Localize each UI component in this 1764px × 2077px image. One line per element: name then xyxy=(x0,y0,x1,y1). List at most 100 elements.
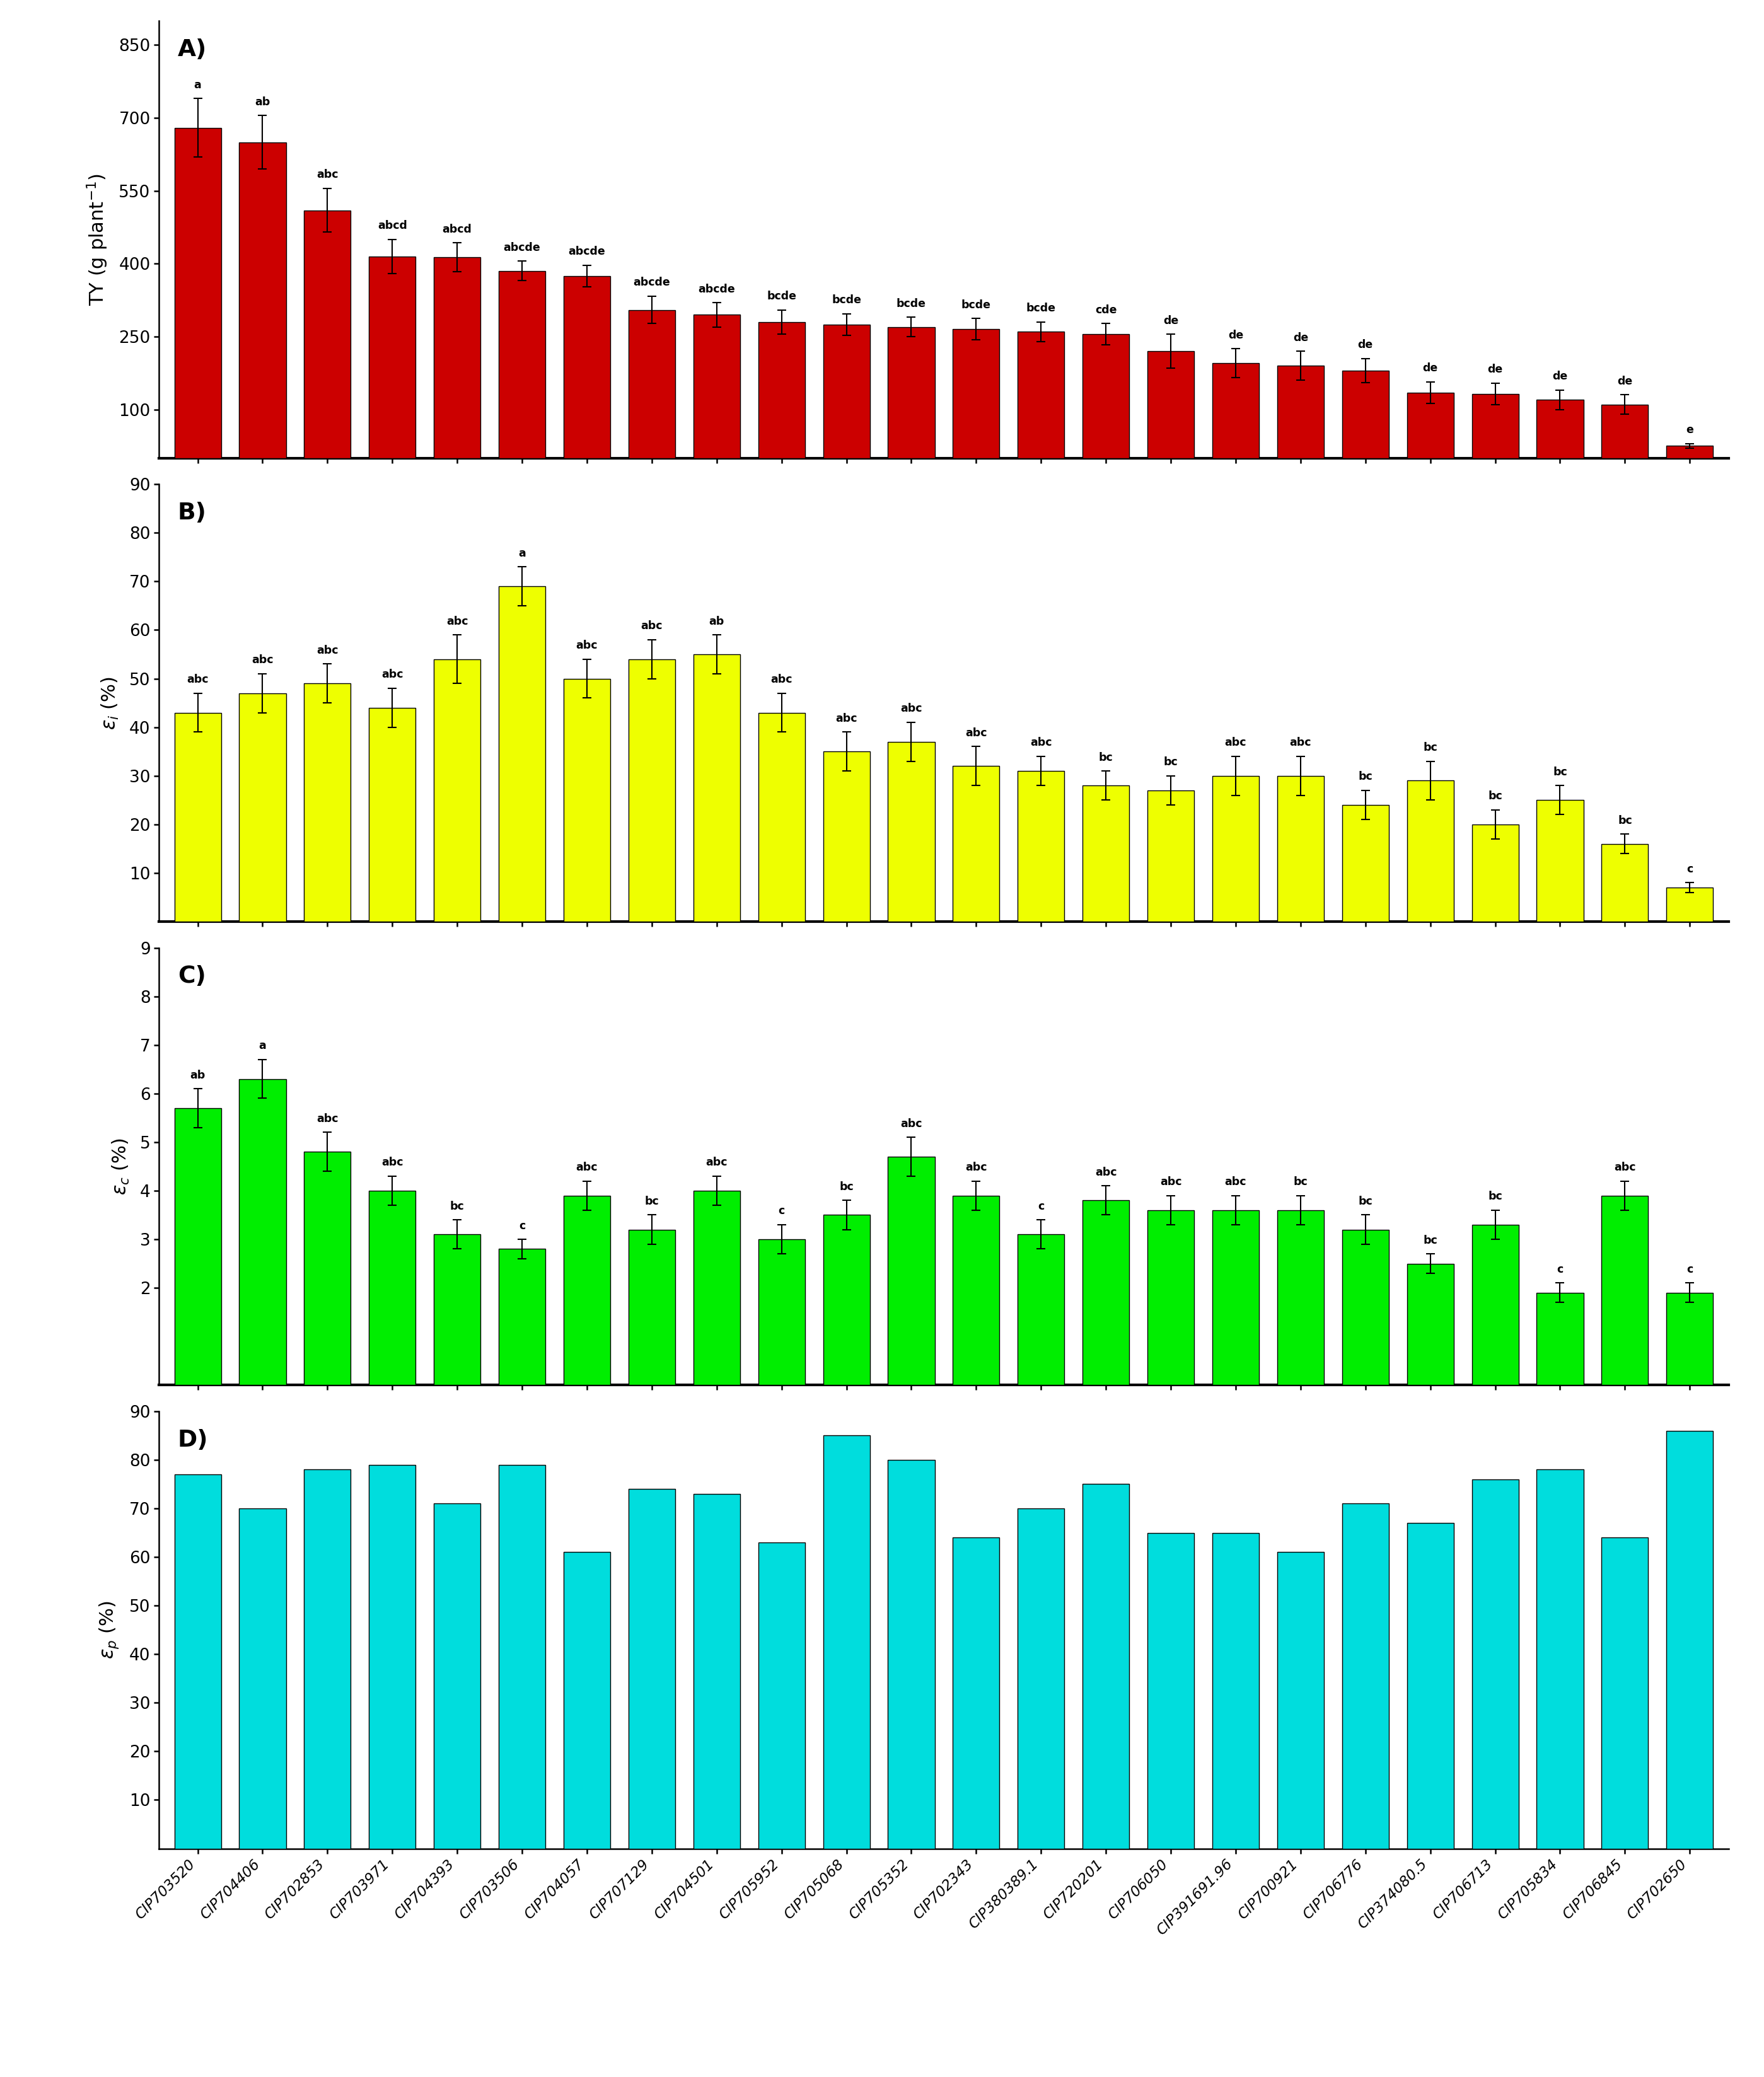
Text: abc: abc xyxy=(316,168,339,181)
Text: de: de xyxy=(1422,363,1438,374)
Text: bc: bc xyxy=(1099,752,1113,762)
Text: abc: abc xyxy=(1030,737,1051,748)
Bar xyxy=(953,1537,1000,1849)
Bar xyxy=(693,316,741,459)
Text: D): D) xyxy=(178,1429,208,1452)
Text: bc: bc xyxy=(1164,756,1178,768)
Text: abc: abc xyxy=(1095,1167,1117,1178)
Bar xyxy=(434,1234,480,1385)
Text: abc: abc xyxy=(706,1157,727,1167)
Bar xyxy=(1342,806,1388,922)
Text: abc: abc xyxy=(381,669,404,681)
Bar xyxy=(887,741,935,922)
Bar xyxy=(1471,1225,1519,1385)
Bar xyxy=(1602,843,1648,922)
Bar xyxy=(1083,334,1129,459)
Bar xyxy=(1471,1479,1519,1849)
Text: abc: abc xyxy=(577,640,598,652)
Bar xyxy=(693,1493,741,1849)
Bar xyxy=(628,658,676,922)
Text: de: de xyxy=(1162,316,1178,326)
Bar xyxy=(499,1248,545,1385)
Bar xyxy=(434,1504,480,1849)
Bar xyxy=(175,127,220,459)
Y-axis label: $\varepsilon_p$ (%): $\varepsilon_p$ (%) xyxy=(99,1601,120,1660)
Text: a: a xyxy=(194,79,201,91)
Bar xyxy=(1212,777,1259,922)
Text: C): C) xyxy=(178,966,206,989)
Bar xyxy=(693,654,741,922)
Bar xyxy=(563,679,610,922)
Text: abc: abc xyxy=(316,644,339,656)
Text: abcde: abcde xyxy=(503,243,540,253)
Bar xyxy=(628,1230,676,1385)
Bar xyxy=(303,1471,351,1849)
Bar xyxy=(240,1078,286,1385)
Text: abc: abc xyxy=(1224,1176,1247,1188)
Text: abc: abc xyxy=(836,712,857,725)
Bar xyxy=(563,276,610,459)
Text: c: c xyxy=(1686,1263,1693,1275)
Text: abc: abc xyxy=(640,621,663,631)
Text: abcde: abcde xyxy=(633,276,670,289)
Text: abcde: abcde xyxy=(568,245,605,258)
Bar xyxy=(1602,1537,1648,1849)
Bar xyxy=(1277,366,1325,459)
Bar xyxy=(759,322,804,459)
Bar xyxy=(1147,791,1194,922)
Bar xyxy=(1667,447,1713,459)
Bar xyxy=(1602,405,1648,459)
Text: abc: abc xyxy=(1289,737,1311,748)
Text: bc: bc xyxy=(1293,1176,1307,1188)
Bar xyxy=(369,255,416,459)
Text: abc: abc xyxy=(577,1161,598,1174)
Bar xyxy=(1342,1504,1388,1849)
Text: c: c xyxy=(1037,1201,1044,1213)
Text: bc: bc xyxy=(1552,766,1566,777)
Bar xyxy=(1277,1211,1325,1385)
Bar xyxy=(240,1508,286,1849)
Text: de: de xyxy=(1358,339,1372,351)
Text: bc: bc xyxy=(1358,771,1372,783)
Bar xyxy=(303,1153,351,1385)
Text: de: de xyxy=(1487,363,1503,376)
Text: bcde: bcde xyxy=(767,291,796,301)
Bar xyxy=(824,752,870,922)
Bar xyxy=(1342,1230,1388,1385)
Text: abc: abc xyxy=(381,1157,404,1167)
Bar xyxy=(303,210,351,459)
Text: ab: ab xyxy=(709,615,725,627)
Text: bc: bc xyxy=(1489,1190,1503,1203)
Text: bc: bc xyxy=(1358,1196,1372,1207)
Y-axis label: TY (g plant$^{-1}$): TY (g plant$^{-1}$) xyxy=(86,172,109,305)
Bar xyxy=(1083,1485,1129,1849)
Bar xyxy=(1602,1196,1648,1385)
Bar xyxy=(175,1475,220,1849)
Bar xyxy=(303,683,351,922)
Bar xyxy=(499,1464,545,1849)
Bar xyxy=(1018,771,1064,922)
Bar xyxy=(434,258,480,459)
Text: c: c xyxy=(778,1205,785,1217)
Bar xyxy=(175,1109,220,1385)
Text: ab: ab xyxy=(191,1070,205,1080)
Text: c: c xyxy=(519,1219,526,1232)
Bar xyxy=(1212,1211,1259,1385)
Y-axis label: $\varepsilon_i$ (%): $\varepsilon_i$ (%) xyxy=(101,677,120,729)
Bar xyxy=(369,1190,416,1385)
Bar xyxy=(499,270,545,459)
Bar xyxy=(628,1489,676,1849)
Bar xyxy=(563,1196,610,1385)
Bar xyxy=(1408,781,1454,922)
Bar xyxy=(1667,1431,1713,1849)
Bar xyxy=(1471,825,1519,922)
Text: abc: abc xyxy=(771,673,792,685)
Bar xyxy=(1536,1292,1584,1385)
Text: A): A) xyxy=(178,37,206,60)
Bar xyxy=(1083,785,1129,922)
Text: bcde: bcde xyxy=(1027,303,1057,314)
Text: abc: abc xyxy=(187,673,208,685)
Text: bc: bc xyxy=(1424,741,1438,754)
Bar xyxy=(1536,399,1584,459)
Text: bcde: bcde xyxy=(896,297,926,309)
